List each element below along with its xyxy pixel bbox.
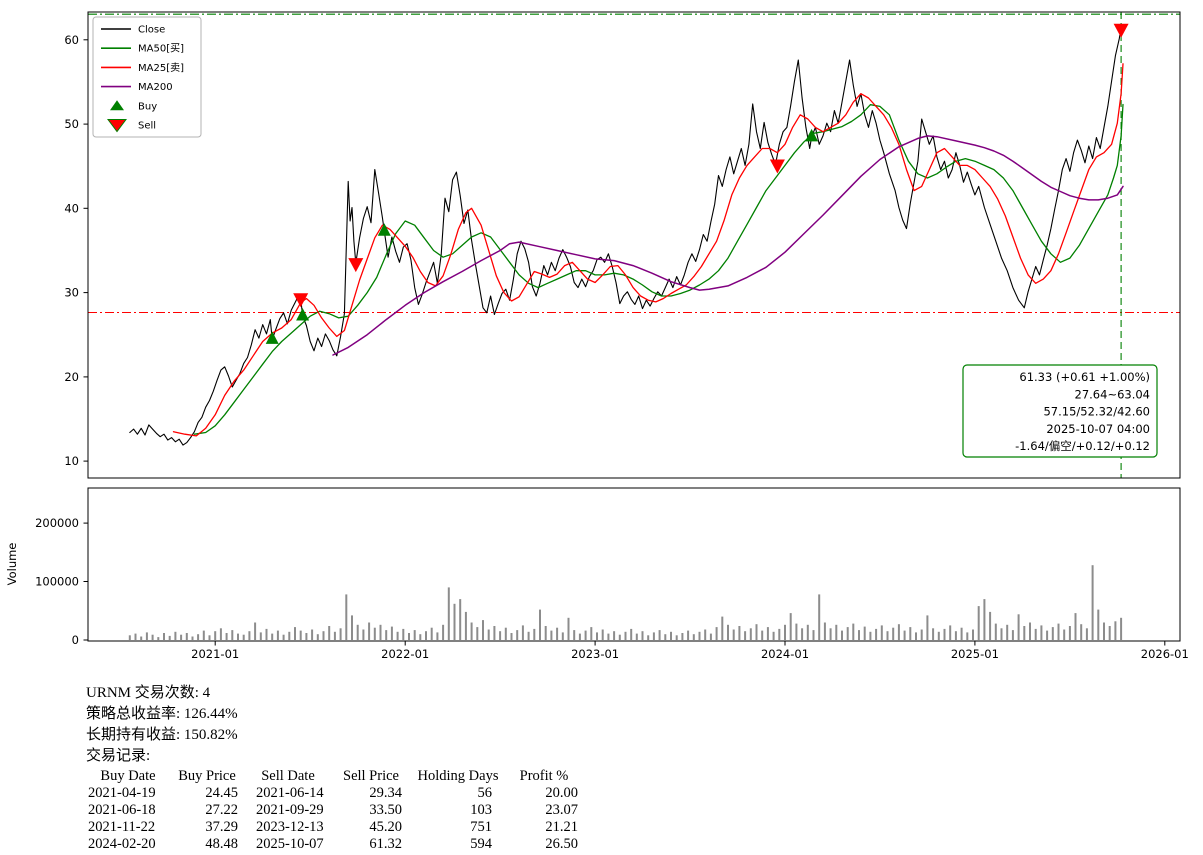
annotation-line: 61.33 (+0.61 +1.00%) bbox=[1019, 370, 1150, 384]
trade-row: 2021-04-19 24.45 2021-06-14 29.34 56 20.… bbox=[86, 785, 582, 802]
trades-table: Buy Date Buy Price Sell Date Sell Price … bbox=[86, 768, 582, 853]
legend-label: MA25[卖] bbox=[138, 62, 184, 74]
buy-marker bbox=[296, 308, 310, 321]
svg-text:2022-01: 2022-01 bbox=[381, 647, 429, 661]
annotation-line: 2025-10-07 04:00 bbox=[1046, 422, 1150, 436]
buy-price: 37.29 bbox=[205, 819, 238, 835]
holding-days: 594 bbox=[470, 836, 492, 852]
profit-pct: 23.07 bbox=[545, 802, 578, 818]
annotation-line: 57.15/52.32/42.60 bbox=[1043, 405, 1150, 419]
svg-text:2026-01: 2026-01 bbox=[1141, 647, 1189, 661]
sell-price: 45.20 bbox=[369, 819, 402, 835]
summary-stats: URNM 交易次数: 4 策略总收益率: 126.44% 长期持有收益: 150… bbox=[86, 683, 1203, 767]
annotation-line: 27.64~63.04 bbox=[1075, 387, 1150, 401]
stock-chart: 61.33 (+0.61 +1.00%) 27.64~63.04 57.15/52.… bbox=[5, 11, 1189, 661]
sell-price: 29.34 bbox=[369, 785, 402, 801]
buy-price: 24.45 bbox=[205, 785, 238, 801]
buy-date: 2021-06-18 bbox=[88, 802, 156, 818]
trade-row: 2024-02-20 48.48 2025-10-07 61.32 594 26… bbox=[86, 836, 582, 853]
sell-marker bbox=[348, 258, 364, 273]
col-sell-date: Sell Date bbox=[261, 768, 315, 784]
svg-text:100000: 100000 bbox=[35, 575, 79, 589]
buy-hold-return: 长期持有收益: 150.82% bbox=[86, 727, 238, 743]
sell-marker bbox=[769, 159, 785, 174]
ma200-line bbox=[332, 135, 1124, 356]
svg-text:20: 20 bbox=[64, 370, 79, 384]
holding-days: 751 bbox=[470, 819, 492, 835]
svg-text:10: 10 bbox=[64, 454, 79, 468]
svg-text:2025-01: 2025-01 bbox=[951, 647, 999, 661]
legend-label: MA50[买] bbox=[138, 43, 184, 55]
trade-row: 2021-11-22 37.29 2023-12-13 45.20 751 21… bbox=[86, 819, 582, 836]
status-annotation-box bbox=[962, 364, 1158, 458]
svg-text:2024-01: 2024-01 bbox=[761, 647, 809, 661]
ma25-line bbox=[172, 63, 1124, 437]
svg-text:30: 30 bbox=[64, 286, 79, 300]
buy-date: 2024-02-20 bbox=[88, 836, 156, 852]
col-buy-price: Buy Price bbox=[178, 768, 236, 784]
buy-marker bbox=[377, 223, 391, 236]
volume-bars bbox=[128, 565, 1123, 640]
price-y-axis: 10 20 30 40 50 60 bbox=[64, 33, 88, 468]
profit-pct: 20.00 bbox=[545, 785, 578, 801]
price-panel-frame bbox=[87, 11, 1181, 479]
x-axis: 2021-01 2022-01 2023-01 2024-01 2025-01 2026-… bbox=[191, 641, 1189, 661]
ticker-trade-count: URNM 交易次数: 4 bbox=[86, 685, 211, 701]
volume-axis-label: Volume bbox=[5, 543, 19, 586]
legend-label: Buy bbox=[138, 101, 157, 112]
sell-price: 61.32 bbox=[369, 836, 402, 852]
svg-text:200000: 200000 bbox=[35, 516, 79, 530]
legend-buy-icon bbox=[110, 100, 124, 111]
ma50-line bbox=[193, 103, 1124, 435]
svg-text:2021-01: 2021-01 bbox=[191, 647, 239, 661]
col-sell-price: Sell Price bbox=[343, 768, 399, 784]
buy-date: 2021-11-22 bbox=[88, 819, 156, 835]
legend: Close MA50[买] MA25[卖] MA200 Buy Sell bbox=[92, 16, 202, 138]
col-holding-days: Holding Days bbox=[417, 768, 499, 784]
sell-date: 2021-09-29 bbox=[256, 802, 324, 818]
sell-date: 2023-12-13 bbox=[256, 819, 324, 835]
sell-date: 2025-10-07 bbox=[256, 836, 324, 852]
buy-price: 48.48 bbox=[205, 836, 238, 852]
volume-y-axis: 0 100000 200000 bbox=[35, 516, 88, 647]
sell-marker bbox=[1113, 23, 1129, 38]
trades-header-row: Buy Date Buy Price Sell Date Sell Price … bbox=[86, 768, 582, 785]
profit-pct: 21.21 bbox=[545, 819, 578, 835]
buy-date: 2021-04-19 bbox=[88, 785, 156, 801]
buy-marker bbox=[265, 331, 279, 344]
buy-price: 27.22 bbox=[205, 802, 238, 818]
trade-row: 2021-06-18 27.22 2021-09-29 33.50 103 23… bbox=[86, 802, 582, 819]
svg-text:40: 40 bbox=[64, 201, 79, 215]
legend-label: Sell bbox=[138, 121, 156, 132]
strategy-total-return: 策略总收益率: 126.44% bbox=[86, 706, 238, 722]
sell-date: 2021-06-14 bbox=[256, 785, 324, 801]
svg-text:0: 0 bbox=[72, 633, 79, 647]
svg-text:2023-01: 2023-01 bbox=[571, 647, 619, 661]
sell-price: 33.50 bbox=[369, 802, 402, 818]
volume-panel-frame bbox=[87, 487, 1181, 642]
col-profit-pct: Profit % bbox=[519, 768, 569, 784]
profit-pct: 26.50 bbox=[545, 836, 578, 852]
buy-marker bbox=[805, 128, 819, 142]
svg-text:60: 60 bbox=[64, 33, 79, 47]
col-buy-date: Buy Date bbox=[100, 768, 156, 784]
legend-sell-icon bbox=[107, 119, 127, 133]
holding-days: 56 bbox=[477, 785, 493, 801]
svg-text:50: 50 bbox=[64, 117, 79, 131]
sell-marker bbox=[293, 293, 309, 308]
annotation-line: -1.64/偏空/+0.12/+0.12 bbox=[1015, 439, 1150, 453]
legend-label: MA200 bbox=[138, 82, 173, 93]
trade-log-heading: 交易记录: bbox=[86, 748, 151, 764]
holding-days: 103 bbox=[470, 802, 492, 818]
legend-label: Close bbox=[138, 25, 165, 36]
